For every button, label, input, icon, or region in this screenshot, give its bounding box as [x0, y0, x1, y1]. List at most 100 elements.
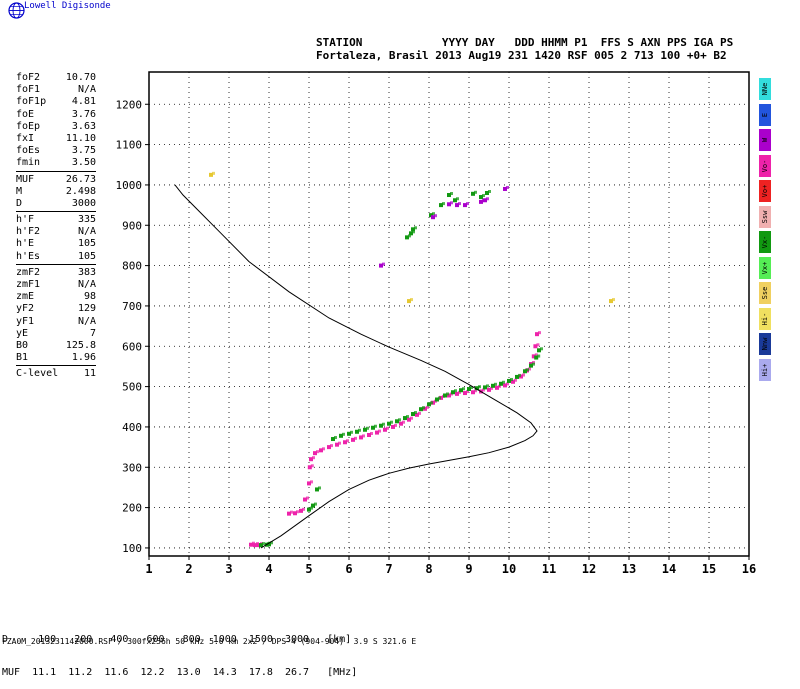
- echo-point: [362, 434, 365, 438]
- parameter-value: 3.75: [71, 145, 96, 157]
- parameter-value: 3.50: [71, 157, 96, 169]
- echo-point: [462, 387, 465, 391]
- echo-point: [407, 299, 411, 304]
- echo-point: [307, 507, 311, 512]
- parameter-value: 105: [77, 250, 96, 262]
- echo-point: [488, 190, 491, 193]
- echo-point: [395, 419, 399, 424]
- echo-point: [382, 422, 385, 426]
- echo-point: [415, 412, 419, 417]
- echo-point: [375, 430, 379, 435]
- echo-point: [498, 384, 501, 388]
- echo-point: [466, 202, 469, 206]
- echo-point: [533, 344, 538, 349]
- echo-point: [523, 369, 527, 374]
- echo-point: [410, 416, 413, 420]
- echo-point: [306, 496, 309, 500]
- echo-point: [459, 388, 463, 393]
- parameter-value: 2.498: [65, 185, 96, 197]
- echo-point: [370, 432, 373, 435]
- parameter-name: B0: [16, 339, 29, 351]
- echo-point: [454, 389, 457, 393]
- legend-mode-10: Nnw: [759, 333, 771, 355]
- legend-mode-label: Vx+: [761, 261, 769, 274]
- legend-mode-4: Vo+: [759, 180, 771, 202]
- echo-point: [429, 213, 433, 218]
- parameter-value: 26.73: [65, 173, 96, 185]
- parameter-value: 335: [77, 214, 96, 226]
- parameter-value: 3.76: [71, 108, 96, 120]
- echo-point: [479, 195, 483, 200]
- echo-point: [342, 432, 345, 436]
- echo-point: [262, 542, 265, 546]
- echo-point: [367, 433, 371, 437]
- y-tick-label: 1100: [116, 139, 143, 152]
- parameter-value: 11.10: [65, 132, 96, 144]
- y-tick-label: 300: [122, 461, 142, 474]
- parameter-row: h'E 105: [16, 238, 96, 250]
- echo-point: [387, 421, 391, 426]
- echo-point: [443, 393, 447, 398]
- parameter-name: MUF: [16, 173, 35, 185]
- brand-name: Lowell Digisonde: [24, 1, 111, 11]
- echo-point: [330, 444, 333, 448]
- echo-point: [486, 384, 489, 388]
- parameter-name: C-level: [16, 368, 59, 380]
- echo-point: [408, 234, 411, 238]
- x-tick-label: 1: [145, 562, 152, 576]
- echo-point: [411, 412, 415, 417]
- x-tick-label: 12: [582, 562, 596, 576]
- parameter-row: foEp 3.63: [16, 121, 96, 133]
- x-tick-label: 14: [662, 562, 676, 576]
- echo-point: [529, 363, 533, 368]
- parameter-row: MUF 26.73: [16, 174, 96, 186]
- echo-point: [406, 415, 409, 419]
- parameter-name: foF1: [16, 84, 41, 96]
- parameter-name: foF1p: [16, 96, 47, 108]
- echo-point: [398, 418, 401, 422]
- y-tick-label: 1200: [116, 98, 143, 111]
- echo-point: [347, 431, 351, 436]
- echo-point: [315, 487, 319, 492]
- x-tick-label: 15: [702, 562, 716, 576]
- parameter-name: fmin: [16, 157, 41, 169]
- echo-point: [391, 424, 395, 429]
- echo-point: [451, 390, 455, 395]
- echo-point: [538, 331, 541, 335]
- ionogram-chart: 1 2 3 4 5 6 7 8 9 10 11 12 13 14 15 1610020030040050060…: [116, 71, 756, 576]
- legend-mode-2: W: [759, 129, 771, 151]
- echo-point: [390, 420, 393, 424]
- echo-point: [518, 373, 521, 377]
- legend-mode-label: Ssw: [761, 210, 769, 223]
- legend-mode-3: Vo-: [759, 154, 771, 177]
- echo-point: [474, 389, 477, 393]
- electron-density-profile: [174, 184, 538, 549]
- parameter-value: 7: [89, 327, 96, 339]
- echo-point: [287, 511, 291, 516]
- parameter-name: yF2: [16, 303, 35, 315]
- echo-point: [482, 388, 485, 392]
- echo-point: [534, 355, 539, 360]
- parameter-row: B0 125.8: [16, 340, 96, 352]
- echo-point: [382, 262, 385, 266]
- echo-point: [249, 542, 253, 547]
- echo-point: [471, 390, 475, 395]
- parameter-value: N/A: [77, 226, 96, 238]
- parameter-value: 125.8: [65, 339, 96, 351]
- parameter-name: foEp: [16, 120, 41, 132]
- echo-point: [363, 427, 367, 432]
- parameter-value: 383: [77, 266, 96, 278]
- echo-point: [450, 192, 453, 196]
- echo-point: [474, 190, 477, 194]
- echo-point: [309, 457, 313, 462]
- polarization-legend: NNe E W Vo- Vo+ Ssw Vx- Vx+ Sse Hi- Nnw Hi+: [759, 78, 771, 384]
- parameter-row: h'F 335: [16, 214, 96, 226]
- echo-point: [303, 497, 307, 502]
- y-tick-label: 800: [122, 260, 142, 273]
- echo-point: [414, 411, 417, 415]
- echo-point: [313, 451, 317, 456]
- echo-point: [503, 383, 507, 388]
- parameter-value: N/A: [77, 279, 96, 290]
- parameter-value: 3.63: [71, 120, 96, 132]
- x-tick-label: 2: [185, 562, 192, 576]
